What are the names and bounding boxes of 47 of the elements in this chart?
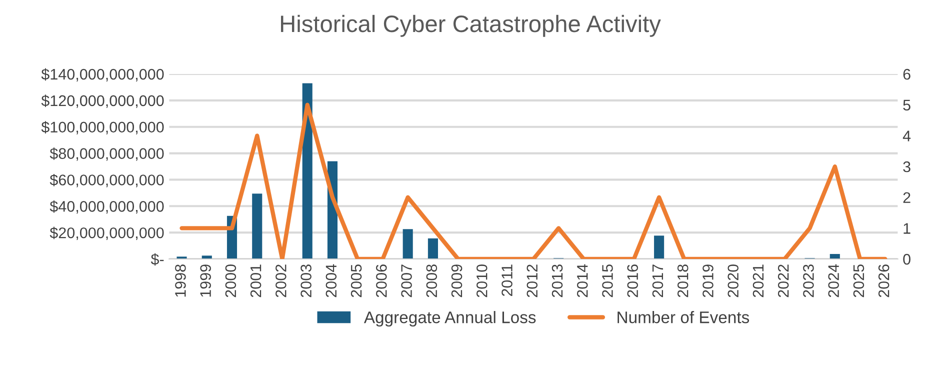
y-tick-label: $40,000,000,000	[50, 200, 164, 214]
x-tick-label: 2019	[702, 264, 714, 298]
y-tick-label: $80,000,000,000	[50, 148, 164, 161]
x-tick-label: 2003	[300, 264, 312, 298]
x-tick-label: 2018	[677, 264, 688, 298]
legend-label: Number of Events	[618, 311, 750, 324]
y2-tick-label: 1	[904, 223, 910, 234]
y2-tick-label: 3	[903, 161, 910, 172]
x-tick-label: 2004	[326, 264, 337, 298]
x-tick-label: 2026	[878, 264, 890, 298]
x-tick-label: 2005	[350, 264, 362, 298]
x-tick-label: 2012	[526, 264, 538, 298]
y-tick-label: $140,000,000,000	[41, 68, 164, 82]
x-tick-label: 2001	[250, 264, 262, 298]
x-tick-label: 2022	[778, 264, 789, 298]
y-tick-label: $-	[150, 253, 164, 266]
x-tick-label: 2011	[502, 264, 512, 296]
x-tick-label: 2002	[276, 264, 286, 298]
y-tick-label: $60,000,000,000	[50, 174, 164, 188]
x-tick-label: 2000	[225, 264, 236, 298]
x-tick-label: 2017	[652, 264, 664, 298]
x-tick-label: 2009	[451, 264, 462, 298]
y-tick-label: $120,000,000,000	[41, 94, 164, 108]
x-tick-label: 2014	[576, 264, 588, 298]
y2-tick-label: 2	[903, 192, 910, 203]
x-tick-label: 2013	[552, 264, 563, 298]
x-tick-label: 2008	[426, 264, 438, 298]
x-tick-label: 1998	[175, 264, 186, 297]
y-tick-label: $100,000,000,000	[41, 121, 164, 134]
x-tick-label: 1999	[200, 264, 211, 297]
x-tick-label: 2006	[376, 264, 387, 298]
x-tick-label: 2015	[602, 264, 613, 298]
x-tick-label: 2021	[752, 264, 764, 298]
x-tick-label: 2025	[853, 264, 864, 298]
y2-tick-label: 4	[902, 130, 911, 142]
y2-tick-label: 0	[903, 254, 910, 265]
x-tick-label: 2007	[401, 264, 412, 298]
y2-tick-label: 5	[903, 100, 910, 111]
chart-title: Historical Cyber Catastrophe Activity	[281, 14, 661, 37]
x-tick-label: 2023	[803, 264, 814, 298]
x-tick-label: 2024	[828, 264, 839, 298]
legend-label: Aggregate Annual Loss	[364, 311, 536, 327]
x-tick-label: 2016	[627, 264, 638, 298]
y-tick-label: $20,000,000,000	[50, 226, 164, 240]
x-tick-label: 2010	[476, 264, 488, 298]
x-tick-label: 2020	[728, 264, 739, 298]
y2-tick-label: 6	[903, 68, 910, 80]
